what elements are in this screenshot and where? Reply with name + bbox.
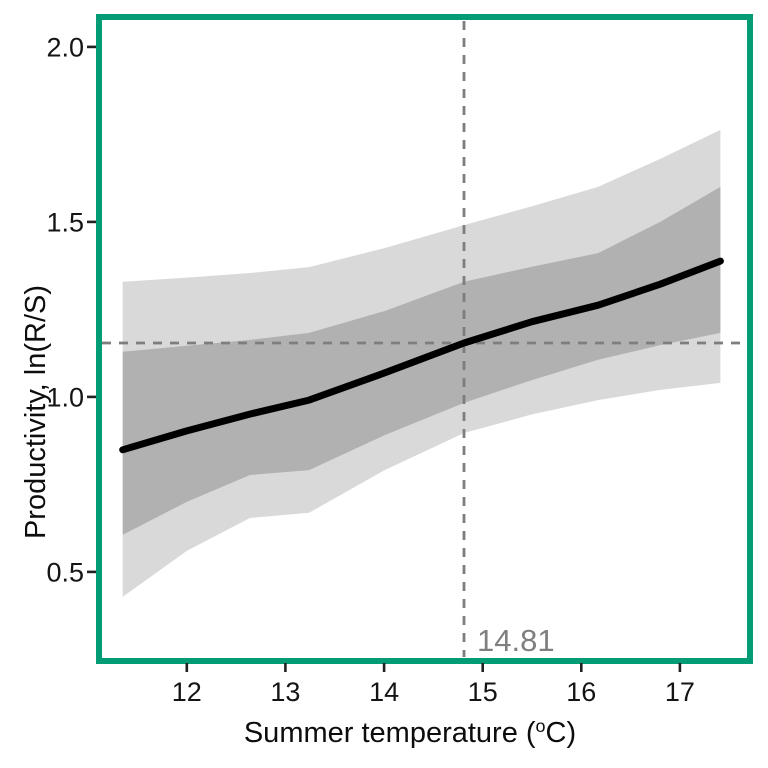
- x-tick-label: 16: [566, 677, 596, 707]
- fit-line: [119, 257, 724, 454]
- confidence-bands: [122, 129, 721, 597]
- y-tick-label: 2.0: [46, 32, 84, 62]
- x-axis-title-text-post: C): [545, 716, 577, 749]
- degree-superscript: o: [535, 716, 546, 736]
- x-axis-title-text-pre: Summer temperature (: [243, 716, 536, 749]
- y-axis-tick-labels: 0.5 1.0 1.5 2.0: [46, 32, 84, 587]
- x-tick-label: 15: [468, 677, 498, 707]
- x-axis-title: Summer temperature (oC): [160, 709, 660, 750]
- x-tick-label: 17: [665, 677, 695, 707]
- x-tick-label: 12: [172, 677, 202, 707]
- panel-border: [96, 14, 753, 664]
- x-tick-label: 14: [369, 677, 399, 707]
- reference-lines: [102, 21, 748, 657]
- y-tick-label: 0.5: [46, 557, 84, 587]
- y-axis-title-text: Productivity, ln(R/S): [20, 284, 52, 540]
- reference-value-label: 14.81: [477, 623, 555, 658]
- x-axis-tick-labels: 12 13 14 15 16 17: [172, 677, 695, 707]
- y-tick-label: 1.5: [46, 207, 84, 237]
- y-axis-title: Productivity, ln(R/S): [19, 162, 53, 662]
- y-axis-ticks: [87, 45, 96, 574]
- y-tick-label: 1.0: [46, 382, 84, 412]
- x-axis-ticks: [185, 663, 682, 672]
- x-tick-label: 13: [270, 677, 300, 707]
